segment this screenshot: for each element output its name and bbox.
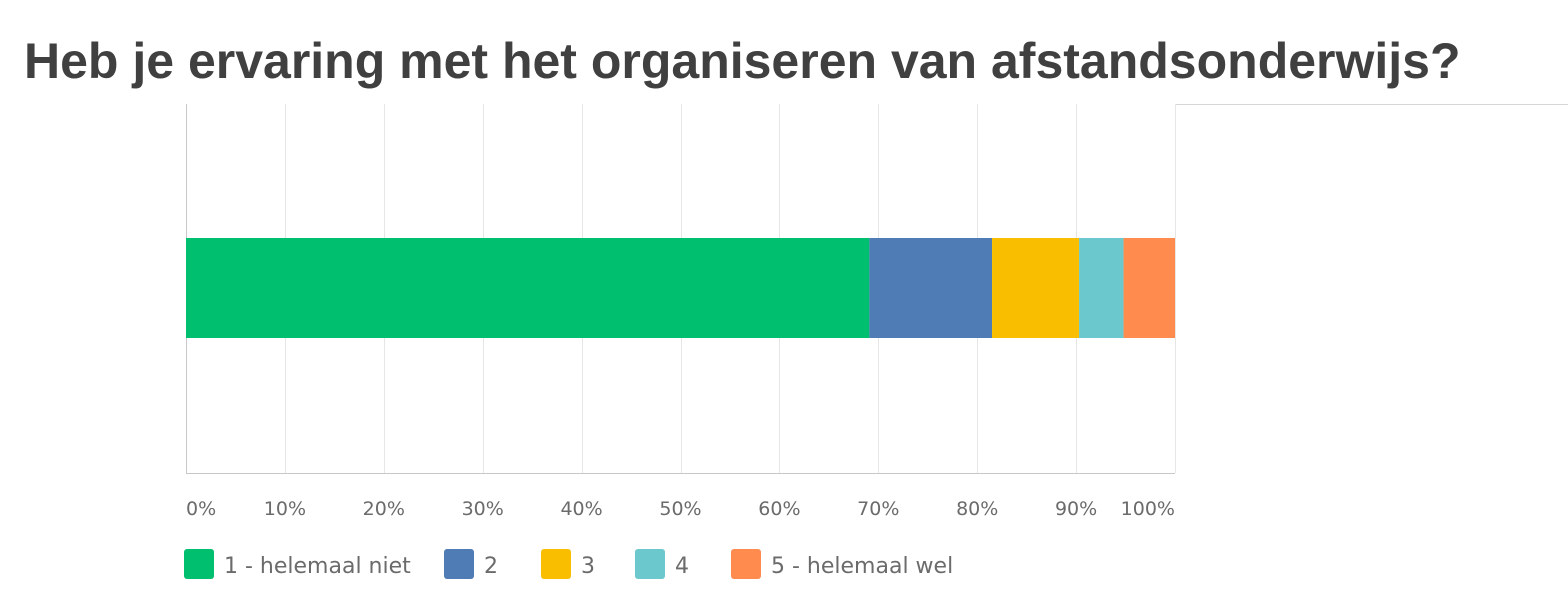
legend-item-2: 2: [444, 549, 498, 579]
legend-label: 4: [675, 554, 689, 579]
legend-item-3: 3: [541, 549, 595, 579]
x-axis-tick-labels: 0% 10% 20% 30% 40% 50% 60% 70% 80% 90% 100%: [186, 498, 1175, 520]
x-tick-label: 50%: [659, 498, 701, 520]
x-tick-label: 100%: [1121, 498, 1175, 520]
legend: 1 - helemaal niet 2 3 4 5 - helemaal wel: [184, 549, 953, 579]
legend-item-5: 5 - helemaal wel: [731, 549, 953, 579]
legend-swatch: [444, 549, 474, 579]
bar-segment-4: [1079, 238, 1124, 338]
legend-label: 2: [484, 554, 498, 579]
x-tick-label: 40%: [560, 498, 602, 520]
x-tick-label: 0%: [186, 498, 216, 520]
legend-swatch: [731, 549, 761, 579]
x-tick-label: 80%: [956, 498, 998, 520]
header-divider: [1176, 104, 1568, 105]
chart-title: Heb je ervaring met het organiseren van …: [24, 33, 1461, 89]
x-tick-label: 90%: [1055, 498, 1097, 520]
bar-segment-5: [1123, 238, 1175, 338]
bar-segment-3: [992, 238, 1080, 338]
x-tick-label: 30%: [462, 498, 504, 520]
legend-swatch: [184, 549, 214, 579]
legend-item-4: 4: [635, 549, 689, 579]
x-tick-label: 20%: [363, 498, 405, 520]
bar-segment-1: [186, 238, 870, 338]
bar-segment-2: [869, 238, 993, 338]
bar-segments: [186, 238, 1175, 338]
legend-label: 5 - helemaal wel: [771, 554, 953, 579]
legend-label: 1 - helemaal niet: [224, 554, 411, 579]
legend-swatch: [635, 549, 665, 579]
x-tick-label: 60%: [758, 498, 800, 520]
x-tick-label: 10%: [264, 498, 306, 520]
legend-label: 3: [581, 554, 595, 579]
legend-swatch: [541, 549, 571, 579]
x-tick-label: 70%: [857, 498, 899, 520]
legend-item-1: 1 - helemaal niet: [184, 549, 411, 579]
